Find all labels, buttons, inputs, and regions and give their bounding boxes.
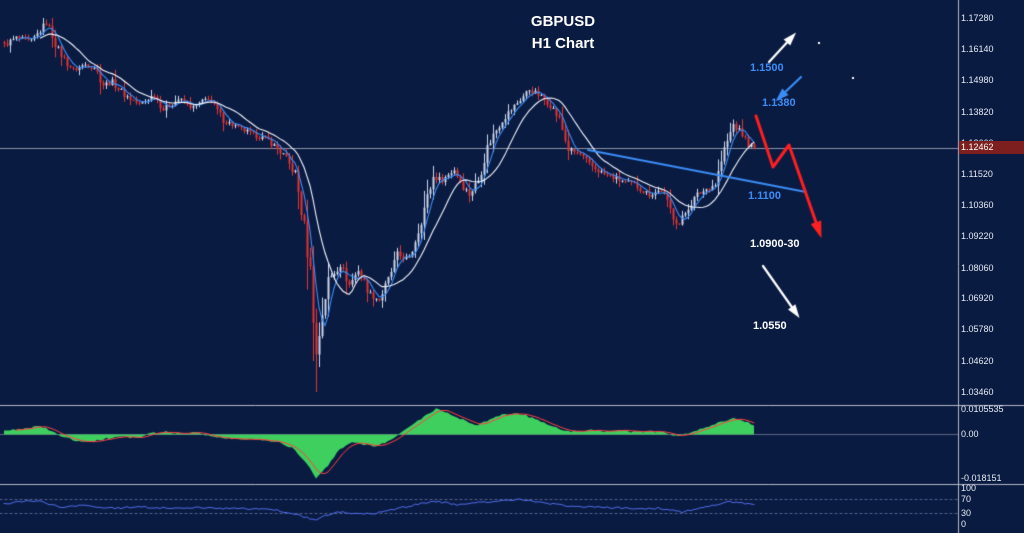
macd-axis-tick: -0.018151 [961, 473, 1002, 484]
macd-axis-tick: 0.00 [961, 429, 979, 440]
current-price-badge: 1.12462 [959, 141, 1024, 155]
rsi-axis-tick: 70 [961, 493, 972, 504]
rsi-axis-tick: 0 [961, 519, 967, 529]
annotation-label: 1.1500 [750, 62, 784, 74]
price-axis-tick: 1.04620 [961, 355, 994, 366]
price-axis-tick: 1.03460 [961, 387, 994, 397]
price-axis-tick: 1.05780 [961, 324, 994, 335]
rsi-axis-tick: 30 [961, 508, 972, 519]
annotation-label: 1.1100 [748, 190, 782, 202]
price-axis-tick: 1.08060 [961, 262, 994, 273]
price-axis-tick: 1.09220 [961, 231, 994, 242]
chart-symbol-title: GBPUSD [530, 13, 596, 30]
annotation-label: 1.0550 [753, 320, 787, 332]
price-axis-tick: 1.16140 [961, 43, 994, 54]
price-axis-tick: 1.06920 [961, 293, 994, 304]
chart-title-block: GBPUSD H1 Chart [531, 11, 595, 55]
price-axis-tick: 1.13820 [961, 106, 994, 117]
macd-axis-tick: 0.0105535 [961, 404, 1004, 415]
chart-timeframe-title: H1 Chart [531, 34, 595, 52]
price-axis-tick: 1.14980 [961, 75, 994, 86]
annotation-label: 1.0900-30 [750, 238, 800, 250]
current-price-label: 1.12462 [961, 142, 994, 153]
price-axis-tick: 1.11520 [961, 168, 993, 179]
price-axis-tick: 1.17280 [961, 13, 994, 23]
rsi-axis-tick: 100 [961, 483, 977, 493]
price-axis-tick: 1.10360 [961, 200, 994, 211]
annotation-label: 1.1380 [762, 97, 796, 109]
